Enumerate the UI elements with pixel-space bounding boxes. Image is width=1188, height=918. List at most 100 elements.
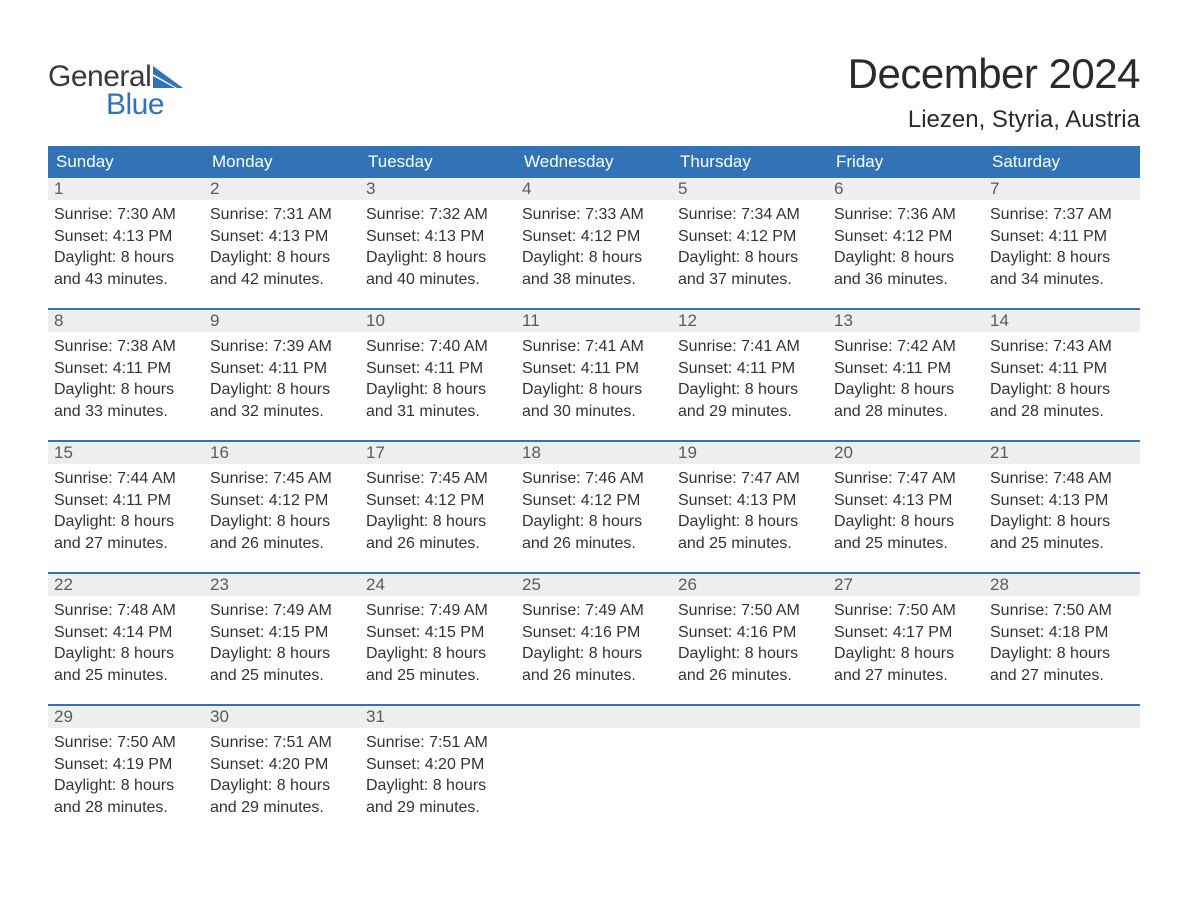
day-daylight2: and 43 minutes.: [54, 269, 198, 291]
day-sunset: Sunset: 4:16 PM: [678, 622, 822, 644]
day-daylight1: Daylight: 8 hours: [366, 379, 510, 401]
day-number: 10: [360, 310, 516, 332]
day-number: 19: [672, 442, 828, 464]
day-sunrise: Sunrise: 7:49 AM: [210, 600, 354, 622]
day-cell: 31Sunrise: 7:51 AMSunset: 4:20 PMDayligh…: [360, 706, 516, 836]
day-sunrise: Sunrise: 7:43 AM: [990, 336, 1134, 358]
day-number: 13: [828, 310, 984, 332]
day-daylight2: and 38 minutes.: [522, 269, 666, 291]
day-daylight1: Daylight: 8 hours: [522, 511, 666, 533]
calendar: SundayMondayTuesdayWednesdayThursdayFrid…: [48, 146, 1140, 836]
day-number: 16: [204, 442, 360, 464]
day-cell: 21Sunrise: 7:48 AMSunset: 4:13 PMDayligh…: [984, 442, 1140, 572]
day-daylight2: and 26 minutes.: [522, 533, 666, 555]
day-content: [516, 728, 672, 742]
day-sunrise: Sunrise: 7:41 AM: [522, 336, 666, 358]
day-daylight2: and 28 minutes.: [990, 401, 1134, 423]
day-number: 23: [204, 574, 360, 596]
day-sunset: Sunset: 4:18 PM: [990, 622, 1134, 644]
day-content: Sunrise: 7:46 AMSunset: 4:12 PMDaylight:…: [516, 464, 672, 564]
day-cell: 15Sunrise: 7:44 AMSunset: 4:11 PMDayligh…: [48, 442, 204, 572]
day-content: Sunrise: 7:49 AMSunset: 4:16 PMDaylight:…: [516, 596, 672, 696]
day-daylight2: and 26 minutes.: [366, 533, 510, 555]
day-number: 12: [672, 310, 828, 332]
day-cell: 18Sunrise: 7:46 AMSunset: 4:12 PMDayligh…: [516, 442, 672, 572]
day-content: Sunrise: 7:44 AMSunset: 4:11 PMDaylight:…: [48, 464, 204, 564]
day-content: Sunrise: 7:42 AMSunset: 4:11 PMDaylight:…: [828, 332, 984, 432]
day-number: 30: [204, 706, 360, 728]
day-cell: 27Sunrise: 7:50 AMSunset: 4:17 PMDayligh…: [828, 574, 984, 704]
day-content: Sunrise: 7:41 AMSunset: 4:11 PMDaylight:…: [516, 332, 672, 432]
day-daylight2: and 29 minutes.: [210, 797, 354, 819]
page-title: December 2024: [848, 50, 1140, 98]
weeks-container: 1Sunrise: 7:30 AMSunset: 4:13 PMDaylight…: [48, 178, 1140, 836]
day-number: 3: [360, 178, 516, 200]
day-cell: 23Sunrise: 7:49 AMSunset: 4:15 PMDayligh…: [204, 574, 360, 704]
day-daylight2: and 34 minutes.: [990, 269, 1134, 291]
day-content: Sunrise: 7:49 AMSunset: 4:15 PMDaylight:…: [360, 596, 516, 696]
day-daylight1: Daylight: 8 hours: [366, 643, 510, 665]
day-sunset: Sunset: 4:12 PM: [522, 490, 666, 512]
day-daylight1: Daylight: 8 hours: [678, 247, 822, 269]
day-sunset: Sunset: 4:12 PM: [678, 226, 822, 248]
day-sunset: Sunset: 4:16 PM: [522, 622, 666, 644]
day-sunrise: Sunrise: 7:32 AM: [366, 204, 510, 226]
week-row: 1Sunrise: 7:30 AMSunset: 4:13 PMDaylight…: [48, 178, 1140, 308]
day-content: [828, 728, 984, 742]
day-daylight2: and 33 minutes.: [54, 401, 198, 423]
day-daylight1: Daylight: 8 hours: [522, 643, 666, 665]
day-sunrise: Sunrise: 7:40 AM: [366, 336, 510, 358]
day-daylight1: Daylight: 8 hours: [54, 379, 198, 401]
day-sunset: Sunset: 4:13 PM: [834, 490, 978, 512]
day-daylight2: and 27 minutes.: [990, 665, 1134, 687]
day-sunset: Sunset: 4:20 PM: [366, 754, 510, 776]
day-cell: 20Sunrise: 7:47 AMSunset: 4:13 PMDayligh…: [828, 442, 984, 572]
day-content: Sunrise: 7:50 AMSunset: 4:16 PMDaylight:…: [672, 596, 828, 696]
day-daylight2: and 30 minutes.: [522, 401, 666, 423]
day-daylight2: and 25 minutes.: [54, 665, 198, 687]
day-daylight1: Daylight: 8 hours: [990, 379, 1134, 401]
day-number: 28: [984, 574, 1140, 596]
day-cell: [828, 706, 984, 836]
day-content: Sunrise: 7:48 AMSunset: 4:14 PMDaylight:…: [48, 596, 204, 696]
day-cell: 22Sunrise: 7:48 AMSunset: 4:14 PMDayligh…: [48, 574, 204, 704]
day-number: 11: [516, 310, 672, 332]
day-content: [672, 728, 828, 742]
day-daylight2: and 31 minutes.: [366, 401, 510, 423]
day-content: Sunrise: 7:41 AMSunset: 4:11 PMDaylight:…: [672, 332, 828, 432]
day-number: 17: [360, 442, 516, 464]
day-content: Sunrise: 7:47 AMSunset: 4:13 PMDaylight:…: [672, 464, 828, 564]
day-daylight1: Daylight: 8 hours: [834, 379, 978, 401]
day-cell: 12Sunrise: 7:41 AMSunset: 4:11 PMDayligh…: [672, 310, 828, 440]
logo: General Blue: [48, 58, 187, 122]
day-content: Sunrise: 7:30 AMSunset: 4:13 PMDaylight:…: [48, 200, 204, 300]
day-number: 15: [48, 442, 204, 464]
day-cell: 3Sunrise: 7:32 AMSunset: 4:13 PMDaylight…: [360, 178, 516, 308]
day-cell: 2Sunrise: 7:31 AMSunset: 4:13 PMDaylight…: [204, 178, 360, 308]
day-cell: [984, 706, 1140, 836]
day-cell: [516, 706, 672, 836]
day-daylight1: Daylight: 8 hours: [366, 511, 510, 533]
day-sunset: Sunset: 4:11 PM: [990, 358, 1134, 380]
day-number: 21: [984, 442, 1140, 464]
day-cell: 10Sunrise: 7:40 AMSunset: 4:11 PMDayligh…: [360, 310, 516, 440]
day-daylight1: Daylight: 8 hours: [834, 511, 978, 533]
day-number: 8: [48, 310, 204, 332]
day-content: Sunrise: 7:50 AMSunset: 4:17 PMDaylight:…: [828, 596, 984, 696]
week-row: 8Sunrise: 7:38 AMSunset: 4:11 PMDaylight…: [48, 308, 1140, 440]
day-sunset: Sunset: 4:12 PM: [834, 226, 978, 248]
day-daylight2: and 27 minutes.: [834, 665, 978, 687]
day-sunrise: Sunrise: 7:38 AM: [54, 336, 198, 358]
day-cell: 19Sunrise: 7:47 AMSunset: 4:13 PMDayligh…: [672, 442, 828, 572]
day-daylight2: and 42 minutes.: [210, 269, 354, 291]
day-content: Sunrise: 7:47 AMSunset: 4:13 PMDaylight:…: [828, 464, 984, 564]
day-number: 27: [828, 574, 984, 596]
day-number: [516, 706, 672, 728]
day-cell: 5Sunrise: 7:34 AMSunset: 4:12 PMDaylight…: [672, 178, 828, 308]
day-daylight2: and 29 minutes.: [366, 797, 510, 819]
day-number: 22: [48, 574, 204, 596]
day-number: 18: [516, 442, 672, 464]
day-daylight1: Daylight: 8 hours: [210, 643, 354, 665]
day-sunset: Sunset: 4:13 PM: [54, 226, 198, 248]
day-cell: 25Sunrise: 7:49 AMSunset: 4:16 PMDayligh…: [516, 574, 672, 704]
